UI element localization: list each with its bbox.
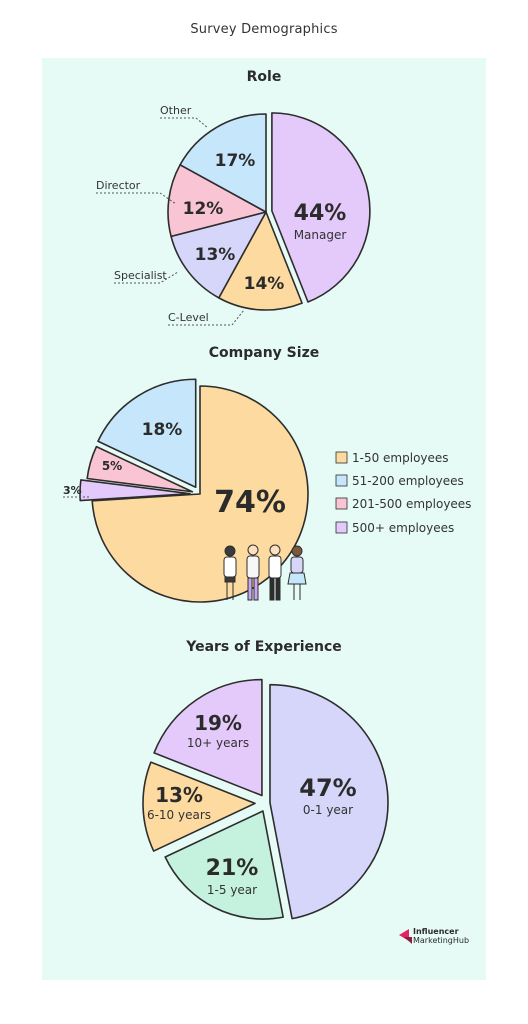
size-value-201-500: 5%	[102, 459, 122, 473]
experience-chart-title: Years of Experience	[185, 639, 342, 655]
pie-slice-director	[167, 163, 267, 238]
legend-swatch-201-500	[335, 497, 348, 510]
pie-slice-201-500-employees	[86, 445, 194, 493]
company-size-chart-title: Company Size	[209, 345, 319, 361]
pie-slice-1-5-year	[164, 810, 284, 920]
role-value-manager: 44%	[294, 201, 347, 226]
role-value-specialist: 13%	[195, 245, 236, 265]
role-label-specialist: Specialist	[114, 269, 167, 282]
role-label-director: Director	[96, 179, 141, 192]
role-pie	[167, 112, 371, 311]
size-value-51-200: 18%	[142, 420, 183, 440]
legend-swatch-500-plus	[335, 521, 348, 534]
size-value-1-50: 74%	[214, 485, 286, 520]
pie-slice-manager	[271, 112, 371, 303]
size-value-500-plus: 3%	[63, 484, 82, 497]
pie-slice-6-10-years	[142, 761, 256, 852]
exp-value-6-10: 13%	[155, 783, 203, 807]
legend-label-201-500: 201-500 employees	[352, 497, 471, 511]
role-value-director: 12%	[183, 199, 224, 219]
experience-pie	[142, 678, 389, 920]
people-illustration	[223, 544, 307, 601]
legend-swatch-1-50	[335, 451, 348, 464]
legend-label-1-50: 1-50 employees	[352, 451, 449, 465]
legend-swatch-51-200	[335, 474, 348, 487]
brand-line-1: Influencer	[413, 927, 459, 936]
pie-slice-other	[179, 113, 267, 213]
role-leader-lines	[96, 117, 245, 326]
influencer-marketing-hub-logo: Influencer MarketingHub	[399, 927, 469, 945]
exp-inner-label-0-1: 0-1 year	[303, 803, 353, 817]
role-value-c-level: 14%	[244, 274, 285, 294]
company-size-legend: 1-50 employees 51-200 employees 201-500 …	[335, 451, 471, 535]
exp-value-1-5: 21%	[206, 856, 259, 881]
pie-slice-specialist	[170, 211, 267, 299]
pie-slice-10-years	[153, 678, 263, 797]
exp-inner-label-1-5: 1-5 year	[207, 883, 257, 897]
pie-slice-c-level	[217, 211, 303, 311]
role-chart-title: Role	[247, 69, 282, 85]
exp-value-0-1: 47%	[299, 774, 356, 802]
brand-line-2: MarketingHub	[413, 936, 469, 945]
role-label-other: Other	[160, 104, 192, 117]
page-title: Survey Demographics	[190, 22, 338, 37]
exp-inner-label-10-plus: 10+ years	[187, 736, 249, 750]
role-label-c-level: C-Level	[168, 311, 209, 324]
exp-inner-label-6-10: 6-10 years	[147, 808, 211, 822]
legend-label-500-plus: 500+ employees	[352, 521, 454, 535]
legend-label-51-200: 51-200 employees	[352, 474, 464, 488]
pie-slice-0-1-year	[269, 683, 389, 920]
pie-slice-51-200-employees	[97, 378, 197, 489]
role-value-other: 17%	[215, 151, 256, 171]
exp-value-10-plus: 19%	[194, 711, 242, 735]
pie-slice-500-employees	[79, 479, 191, 502]
company-size-pie	[79, 378, 309, 603]
role-inner-label-manager: Manager	[294, 228, 347, 242]
